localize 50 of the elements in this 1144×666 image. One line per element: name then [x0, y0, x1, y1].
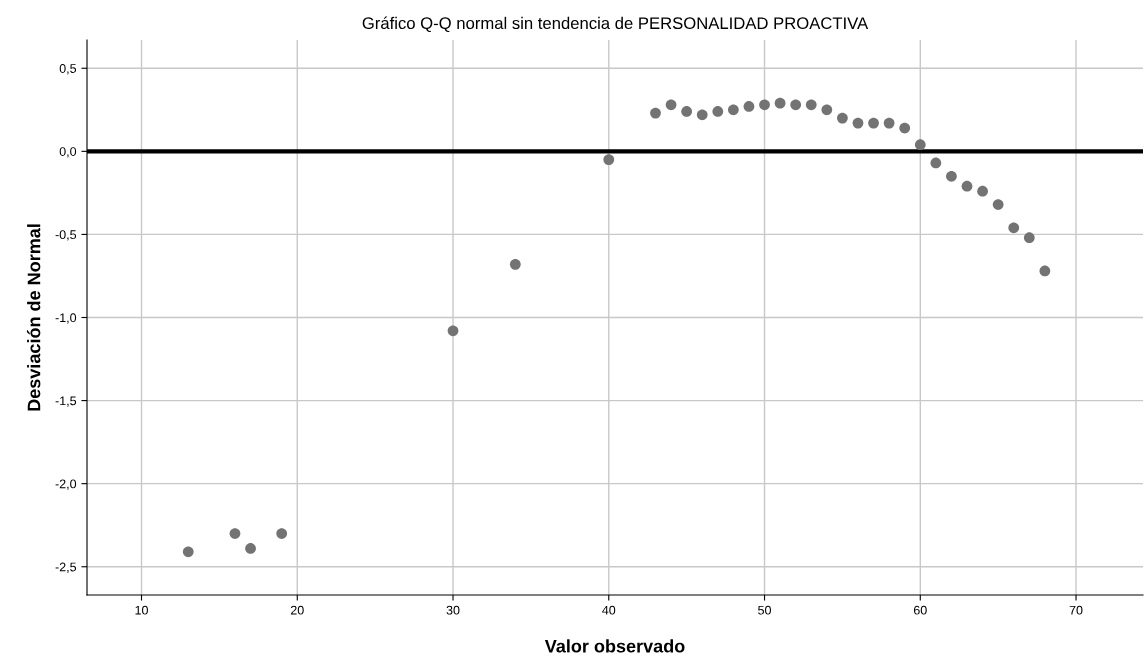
point	[727, 104, 739, 116]
point	[837, 112, 848, 124]
point	[1039, 265, 1051, 277]
y-axis-title: Desviación de Normal	[26, 224, 41, 411]
x-tick-label: 20	[290, 605, 304, 615]
point	[961, 180, 973, 192]
x-axis-title: Valor observado	[544, 639, 685, 653]
point	[930, 157, 942, 169]
point	[447, 325, 459, 337]
point	[977, 185, 988, 197]
y-tick-label: 0,0	[59, 147, 77, 158]
y-tick-label: -2,5	[55, 562, 77, 573]
x-tick-label: 70	[1069, 605, 1083, 615]
point	[946, 170, 957, 182]
point	[992, 199, 1004, 210]
x-tick-label: 60	[913, 605, 927, 615]
x-tick-label: 30	[446, 605, 460, 615]
chart-title: Gráfico Q-Q normal sin tendencia de PERSONALIDAD PROACTIVA	[362, 16, 869, 33]
point	[790, 99, 802, 111]
x-tick-label: 50	[758, 605, 771, 615]
point	[245, 543, 256, 554]
point	[852, 117, 864, 129]
point	[774, 97, 786, 109]
point	[914, 139, 926, 151]
point	[182, 546, 194, 558]
y-tick-label: 0,5	[59, 64, 77, 75]
point	[509, 258, 521, 270]
point	[1008, 222, 1020, 234]
point	[805, 99, 817, 111]
y-tick-label: -0,5	[55, 230, 77, 241]
point	[743, 101, 755, 112]
y-tick-label: -1,0	[55, 313, 77, 324]
point	[821, 104, 833, 116]
x-tick-label: 40	[602, 605, 616, 615]
point	[883, 117, 895, 129]
point	[899, 122, 911, 134]
point	[603, 154, 615, 166]
point	[276, 528, 288, 539]
point	[1023, 232, 1035, 244]
point	[665, 99, 677, 111]
y-tick-label: -1,5	[55, 396, 77, 407]
x-tick-label: 10	[135, 605, 148, 615]
point	[681, 106, 693, 117]
point	[650, 107, 661, 119]
point	[868, 117, 879, 129]
y-tick-label: -2,0	[55, 479, 77, 490]
point	[759, 99, 770, 111]
point	[229, 528, 241, 539]
point	[712, 106, 724, 117]
point	[696, 109, 708, 121]
